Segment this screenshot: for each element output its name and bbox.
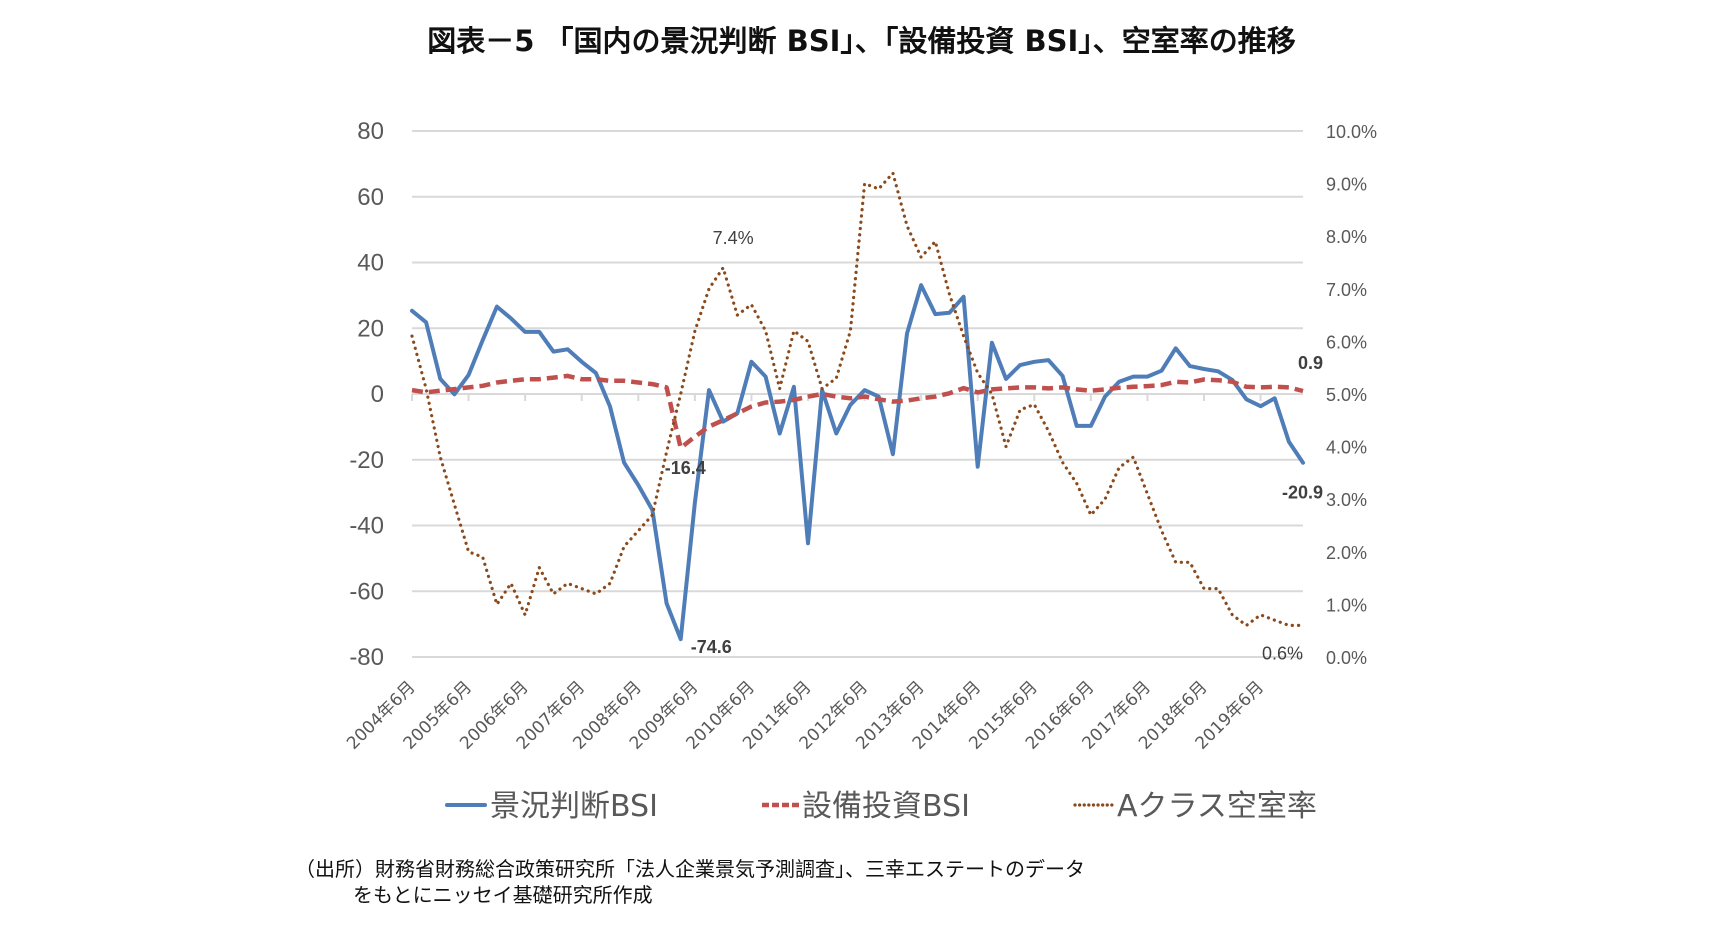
- y-tick-label-right: 7.0%: [1326, 280, 1367, 300]
- source-line-2: をもとにニッセイ基礎研究所作成: [353, 883, 653, 907]
- legend-item: 設備投資BSI: [762, 789, 970, 824]
- y-tick-label-left: 60: [357, 184, 384, 211]
- chart-title: 図表－5 「国内の景況判断 BSI」、「設備投資 BSI」、空室率の推移: [0, 18, 1727, 60]
- y-tick-label-right: 2.0%: [1326, 543, 1367, 563]
- y-tick-label-left: 0: [371, 381, 384, 408]
- y-tick-label-left: 80: [357, 118, 384, 145]
- y-tick-label-right: 1.0%: [1326, 595, 1367, 615]
- y-tick-label-right: 10.0%: [1326, 122, 1377, 142]
- series-line-capex-bsi: [411, 373, 1304, 451]
- data-label: -16.4: [665, 458, 706, 478]
- series-group: [410, 171, 1305, 642]
- legend-label: 設備投資BSI: [802, 789, 970, 824]
- y-tick-label-left: -20: [349, 447, 384, 474]
- y-tick-label-right: 9.0%: [1326, 175, 1367, 195]
- y-tick-label-left: 20: [357, 315, 384, 342]
- source-note: （出所）財務省財務総合政策研究所「法人企業景気予測調査」、三幸エステートのデータ…: [295, 856, 1085, 908]
- y-tick-label-left: 40: [357, 250, 384, 277]
- y-tick-label-right: 4.0%: [1326, 438, 1367, 458]
- data-label: 0.6%: [1262, 643, 1303, 663]
- chart-title-text: 図表－5 「国内の景況判断 BSI」、「設備投資 BSI」、空室率の推移: [427, 24, 1296, 58]
- data-label: 7.4%: [713, 228, 754, 248]
- legend-item: 景況判断BSI: [445, 789, 658, 824]
- legend-label: Aクラス空室率: [1117, 789, 1317, 824]
- data-label: -20.9: [1282, 483, 1323, 503]
- gridlines: [412, 130, 1303, 658]
- y-axis-left: 80 60 40 20 0 -20 -40 -60 -80: [349, 118, 384, 671]
- data-label: 0.9: [1298, 353, 1323, 373]
- y-tick-label-left: -40: [349, 513, 384, 540]
- legend: 景況判断BSI 設備投資BSI Aクラス空室率: [445, 789, 1317, 824]
- y-tick-label-right: 6.0%: [1326, 332, 1367, 352]
- data-labels: -74.6 -16.4 7.4% 0.9 -20.9 0.6%: [665, 228, 1323, 664]
- legend-label: 景況判断BSI: [490, 789, 658, 824]
- y-tick-label-right: 5.0%: [1326, 385, 1367, 405]
- legend-item: Aクラス空室率: [1073, 789, 1317, 824]
- y-tick-label-right: 0.0%: [1326, 648, 1367, 668]
- y-axis-right: 10.0% 9.0% 8.0% 7.0% 6.0% 5.0% 4.0% 3.0% 2.0% 1.0…: [1326, 122, 1377, 668]
- y-tick-label-right: 8.0%: [1326, 227, 1367, 247]
- data-label: -74.6: [691, 637, 732, 657]
- y-tick-label-left: -60: [349, 578, 384, 605]
- y-tick-label-right: 3.0%: [1326, 490, 1367, 510]
- chart: 2004年6月2005年6月2006年6月2007年6月2008年6月2009年…: [343, 118, 1377, 824]
- source-line-1: （出所）財務省財務総合政策研究所「法人企業景気予測調査」、三幸エステートのデータ: [295, 857, 1085, 881]
- series-line-vacancy-rate: [410, 171, 1305, 628]
- series-line-business-bsi: [410, 283, 1305, 642]
- y-tick-label-left: -80: [349, 644, 384, 671]
- x-axis: 2004年6月2005年6月2006年6月2007年6月2008年6月2009年…: [343, 393, 1303, 754]
